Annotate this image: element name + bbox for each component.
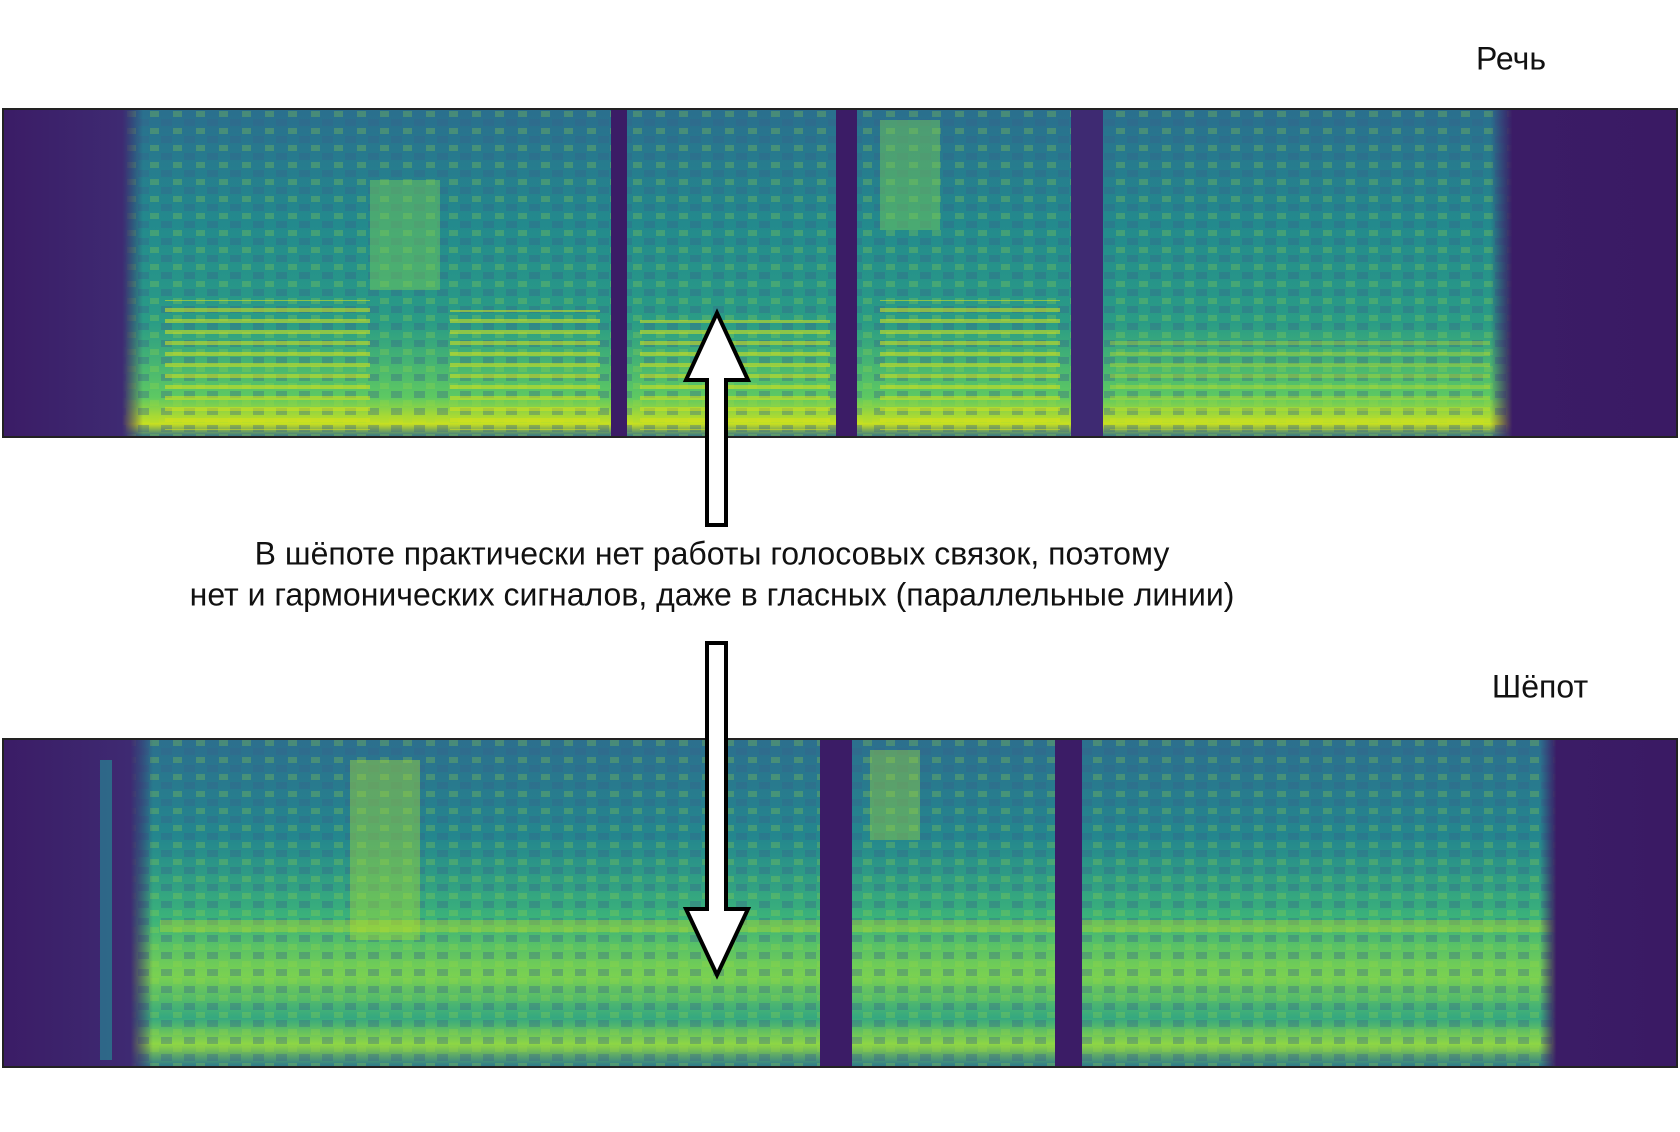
arrow-down <box>682 641 752 980</box>
speech-label: Речь <box>1476 40 1546 76</box>
arrow-up <box>682 308 752 527</box>
speech-spectrogram <box>2 108 1678 438</box>
whisper-spectrogram <box>2 738 1678 1068</box>
caption-line: В шёпоте практически нет работы голосовы… <box>255 535 1170 571</box>
whisper-label: Шёпот <box>1492 668 1589 704</box>
caption-line: нет и гармонических сигналов, даже в гла… <box>190 576 1235 612</box>
